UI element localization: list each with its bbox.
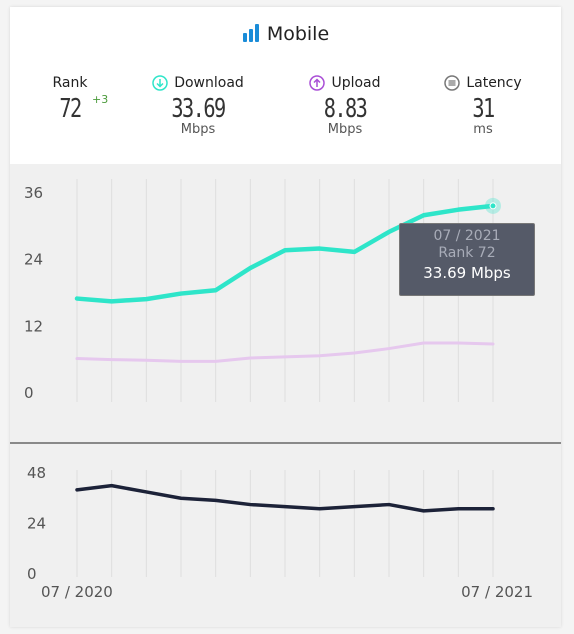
download-arrow-icon [152, 75, 168, 91]
signal-bars-icon [242, 24, 260, 47]
highlight-point [489, 202, 497, 210]
upload-stat: Upload 8.83 Mbps [290, 75, 400, 137]
y-tick-label: 36 [24, 184, 43, 202]
y-tick-label: 0 [24, 384, 34, 402]
y-tick-label: 0 [27, 565, 37, 583]
tooltip-value: 33.69 Mbps [423, 264, 511, 282]
download-unit: Mbps [180, 122, 216, 137]
download-label: Download [174, 75, 244, 91]
upload-arrow-icon [309, 75, 326, 91]
card-title: Mobile [10, 23, 561, 47]
y-tick-label: 48 [27, 464, 46, 482]
x-tick-label: 07 / 2020 [41, 583, 113, 601]
download-value: 33.69 [171, 94, 226, 124]
rank-stat: Rank 72 [40, 75, 100, 124]
data-tooltip: 07 / 2021 Rank 72 33.69 Mbps [399, 223, 535, 296]
latency-label: Latency [466, 75, 522, 91]
upload-value: 8.83 [323, 94, 368, 124]
upload-label: Upload [331, 75, 381, 91]
upload-unit: Mbps [327, 122, 363, 137]
y-tick-label: 24 [24, 251, 43, 269]
latency-stat: Latency 31 ms [428, 75, 538, 137]
latency-value: 31 [472, 94, 495, 124]
y-tick-label: 12 [24, 317, 43, 335]
tooltip-rank: Rank 72 [438, 245, 496, 261]
rank-label: Rank [52, 75, 88, 91]
latency-icon [444, 75, 461, 91]
stats-header: Mobile Rank 72 +3 Download 33.69 Mbps [10, 7, 561, 164]
y-tick-label: 24 [27, 515, 46, 533]
rank-change: +3 [92, 93, 109, 106]
rank-value: 72 [59, 94, 82, 124]
x-tick-label: 07 / 2021 [461, 583, 533, 601]
mobile-speed-card: Mobile Rank 72 +3 Download 33.69 Mbps [10, 7, 561, 627]
card-title-text: Mobile [266, 23, 330, 45]
download-stat: Download 33.69 Mbps [138, 75, 258, 137]
tooltip-date: 07 / 2021 [433, 228, 501, 244]
latency-unit: ms [473, 122, 493, 137]
